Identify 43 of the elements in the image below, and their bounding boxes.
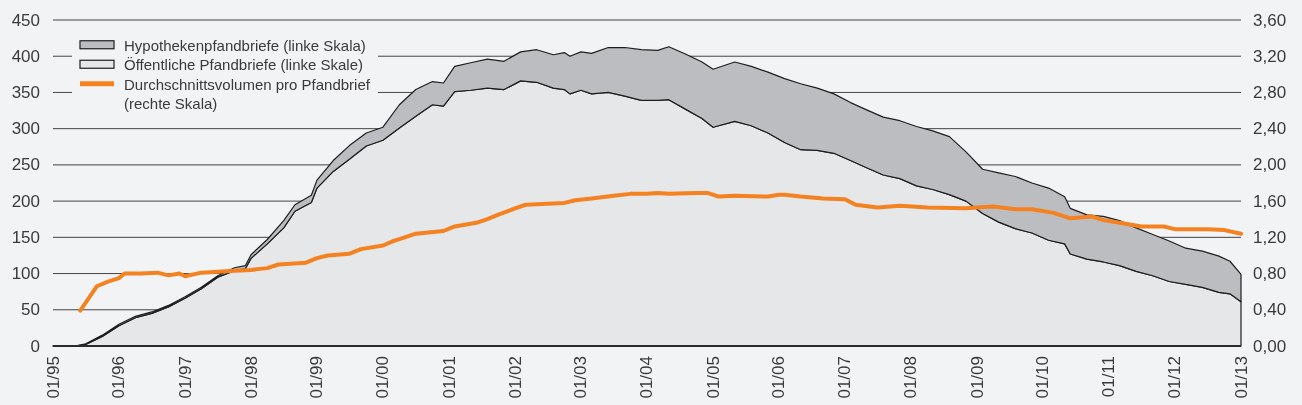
x-tick-label: 01/13: [1231, 356, 1251, 399]
x-tick-label: 01/11: [1099, 356, 1119, 398]
y-tick-label: 0: [30, 336, 40, 356]
x-tick-label: 01/95: [43, 356, 63, 399]
x-tick-label: 01/97: [175, 356, 195, 399]
y2-tick-label: 1,20: [1253, 227, 1287, 247]
x-tick-label: 01/08: [901, 356, 921, 399]
legend-label: Durchschnittsvolumen pro Pfandbrief (rechte Skala): [124, 75, 371, 112]
y-tick-label: 200: [11, 191, 40, 211]
x-tick-label: 01/10: [1033, 356, 1053, 399]
x-tick-label: 01/05: [703, 356, 723, 399]
y2-tick-label: 0,40: [1253, 300, 1287, 320]
y-tick-label: 250: [11, 155, 40, 175]
x-tick-label: 01/04: [637, 356, 657, 399]
y-tick-label: 400: [11, 46, 40, 66]
x-tick-label: 01/98: [241, 356, 261, 399]
y-tick-label: 450: [11, 10, 40, 30]
x-tick-label: 01/12: [1165, 356, 1185, 399]
y2-tick-label: 2,00: [1253, 155, 1287, 175]
y2-tick-label: 0,80: [1253, 264, 1287, 284]
legend-label: Öffentliche Pfandbriefe (linke Skale): [124, 55, 364, 73]
y2-tick-label: 3,20: [1253, 46, 1287, 66]
x-tick-label: 01/03: [571, 356, 591, 399]
y2-tick-label: 1,60: [1253, 191, 1287, 211]
x-tick-label: 01/02: [505, 356, 525, 399]
y-tick-label: 300: [11, 119, 40, 139]
x-tick-label: 01/09: [967, 356, 987, 399]
y2-tick-label: 2,40: [1253, 119, 1287, 139]
x-tick-label: 01/96: [109, 356, 129, 399]
legend-label: Hypothekenpfandbriefe (linke Skala): [124, 36, 366, 54]
y2-tick-label: 0,00: [1253, 336, 1287, 356]
line-series: [78, 190, 1243, 313]
y2-tick-label: 2,80: [1253, 82, 1287, 102]
y-tick-label: 50: [21, 300, 40, 320]
y2-tick-label: 3,60: [1253, 10, 1287, 30]
y-tick-label: 350: [11, 82, 40, 102]
x-tick-label: 01/00: [373, 356, 393, 399]
y-tick-label: 100: [11, 264, 40, 284]
y-tick-label: 150: [11, 227, 40, 247]
x-tick-label: 01/07: [835, 356, 855, 399]
x-tick-label: 01/99: [307, 356, 327, 399]
x-tick-label: 01/01: [439, 356, 459, 399]
x-tick-label: 01/06: [769, 356, 789, 399]
